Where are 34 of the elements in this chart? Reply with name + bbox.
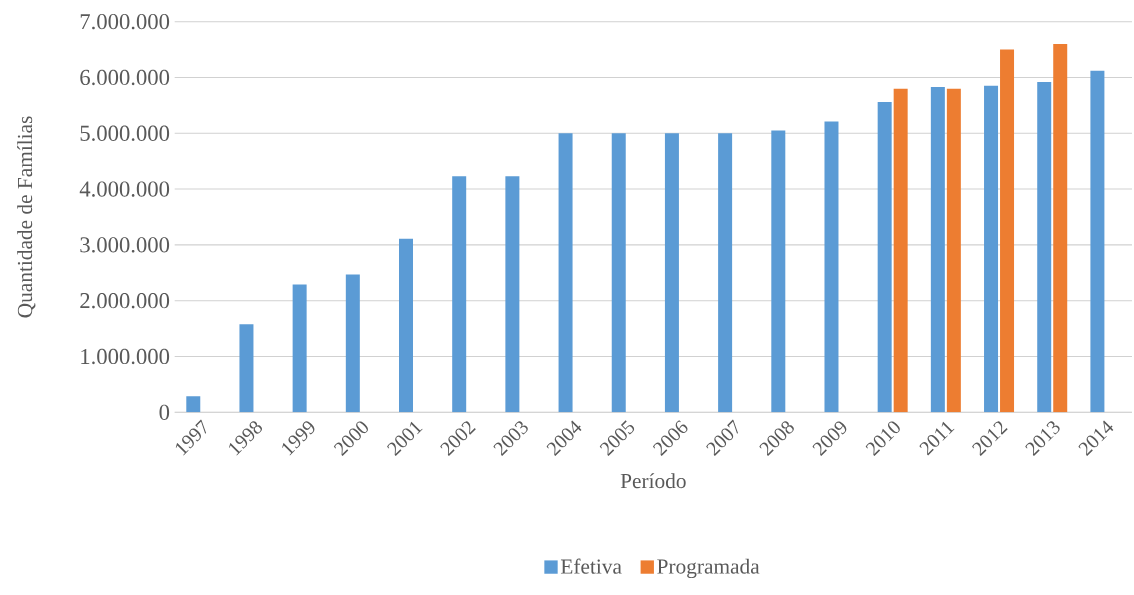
- y-tick-label: 1.000.000: [81, 348, 170, 365]
- bar: [558, 133, 573, 413]
- bar: [930, 86, 945, 413]
- bar: [186, 396, 201, 413]
- bar: [718, 133, 733, 413]
- legend-label: Programada: [657, 558, 760, 579]
- y-tick-label: 3.000.000: [80, 237, 170, 253]
- bar: [824, 121, 839, 413]
- bar: [1037, 81, 1052, 413]
- bar: [239, 324, 254, 413]
- bar: [292, 284, 307, 413]
- bar: [611, 133, 626, 413]
- bar: [664, 133, 679, 413]
- bar: [1053, 43, 1068, 413]
- legend-label: Efetiva: [560, 558, 622, 574]
- y-tick-label: 0: [159, 404, 170, 420]
- y-axis-title: Quantidade de Famílias: [17, 116, 36, 318]
- x-axis-title: Período: [620, 473, 686, 489]
- bar: [1090, 70, 1105, 413]
- bar: [452, 176, 467, 413]
- bar: [877, 102, 892, 413]
- y-tick-label: 7.000.000: [80, 13, 170, 30]
- y-tick-label: 5.000.000: [80, 125, 170, 141]
- bar: [399, 238, 414, 413]
- bar: [1000, 49, 1015, 413]
- y-tick-label: 6.000.000: [80, 69, 170, 86]
- bar: [505, 176, 520, 413]
- bar: [984, 85, 999, 413]
- y-tick-label: 4.000.000: [79, 181, 170, 197]
- bar: [771, 130, 786, 413]
- y-tick-label: 2.000.000: [80, 293, 170, 309]
- bar: [946, 88, 961, 413]
- bar: [345, 274, 360, 413]
- bar: [893, 88, 908, 413]
